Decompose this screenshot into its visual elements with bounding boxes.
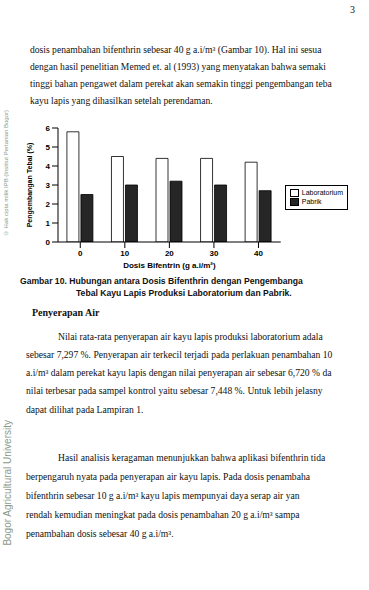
html-text:© Hak cipta milik IPB (Institu: © Hak cipta milik IPB (Institut Pertania… (3, 110, 9, 236)
html-text:sebesar 7,297 %. Penyerapan ai: sebesar 7,297 %. Penyerapan air terkecil… (26, 349, 333, 360)
html-text:Pabrik: Pabrik (301, 198, 322, 205)
svg-text:30: 30 (209, 249, 218, 258)
html-text:Penyerapan Air: Penyerapan Air (32, 307, 100, 318)
html-text:tinggi bahan pengawet dalam pe: tinggi bahan pengawet dalam perekat akan… (30, 78, 332, 89)
html-text:dapat dilihat pada Lampiran 1.: dapat dilihat pada Lampiran 1. (26, 404, 144, 415)
html-text:Tebal Kayu Lapis Produksi Labo: Tebal Kayu Lapis Produksi Laboratorium d… (76, 288, 292, 298)
html-text:bifenthrin sebesar 10 g a.i/m³: bifenthrin sebesar 10 g a.i/m³ kayu lapi… (26, 490, 300, 501)
html-text:berpengaruh nyata pada penyera: berpengaruh nyata pada penyerapan air ka… (26, 471, 310, 482)
svg-text:Pengembangan Tebal (%): Pengembangan Tebal (%) (26, 143, 34, 228)
svg-text:20: 20 (165, 249, 174, 258)
svg-text:1: 1 (46, 219, 51, 228)
svg-text:6: 6 (46, 124, 51, 133)
html-text:Nilai rata-rata penyerapan air: Nilai rata-rata penyerapan air kayu lapi… (58, 331, 323, 342)
svg-text:2: 2 (46, 200, 51, 209)
svg-text:Dosis Bifentrin (g a.i/m²): Dosis Bifentrin (g a.i/m²) (123, 261, 216, 270)
html-text:nilai terbesar pada sampel kon: nilai terbesar pada sampel kontrol yaitu… (26, 385, 323, 396)
html-text:a.i/m³ dalam perekat kayu lapi: a.i/m³ dalam perekat kayu lapis dengan n… (26, 367, 332, 378)
html-text:Hasil analisis keragaman menun: Hasil analisis keragaman menunjukkan bah… (58, 452, 326, 463)
svg-text:10: 10 (120, 249, 129, 258)
html-text:dengan hasil penelitian Memed: dengan hasil penelitian Memed et. al (19… (30, 61, 326, 72)
html-text:penambahan dosis sebesar 40 g: penambahan dosis sebesar 40 g a.i/m³. (26, 528, 174, 539)
html-text:Gambar 10. Hubungan antara Dos: Gambar 10. Hubungan antara Dosis Bifenth… (20, 276, 303, 286)
html-text:dosis penambahan bifenthrin se: dosis penambahan bifenthrin sebesar 40 g… (30, 44, 322, 55)
svg-text:0: 0 (78, 249, 83, 258)
html-text:rendah kemudian meningkat pada: rendah kemudian meningkat pada dosis pen… (26, 509, 300, 520)
svg-text:3: 3 (46, 181, 51, 190)
svg-text:5: 5 (46, 143, 51, 152)
html-text:3: 3 (350, 4, 355, 15)
html-text:Bogor Agricultural University: Bogor Agricultural University (2, 420, 13, 546)
svg-text:40: 40 (254, 249, 263, 258)
svg-text:4: 4 (46, 162, 51, 171)
html-text:kayu lapis yang dihasilkan set: kayu lapis yang dihasilkan setelah peren… (30, 95, 213, 106)
svg-text:0: 0 (46, 238, 51, 247)
html-text:Laboratorium: Laboratorium (301, 189, 343, 196)
